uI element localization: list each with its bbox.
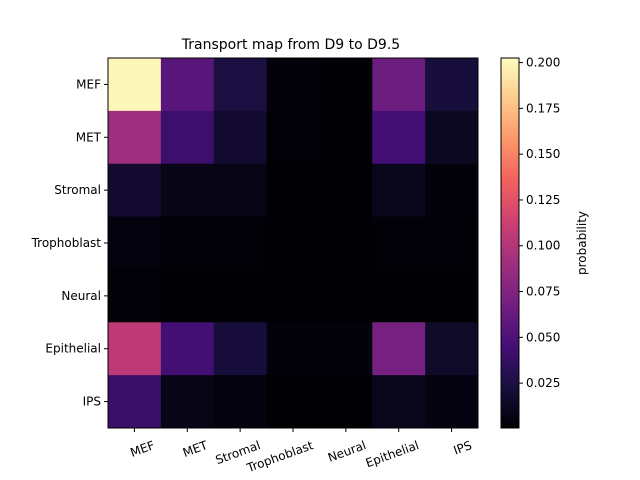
- colorbar-tick-label: 0.025: [526, 376, 560, 390]
- heatmap-cell: [319, 110, 373, 165]
- heatmap-cell: [160, 375, 215, 429]
- y-tick-label: Neural: [61, 289, 101, 303]
- heatmap-cell: [425, 269, 479, 323]
- heatmap-cell: [160, 163, 215, 218]
- colorbar: [500, 57, 520, 429]
- x-tick-label: MET: [181, 438, 210, 460]
- y-tick-label: Epithelial: [45, 342, 101, 356]
- heatmap-cell: [372, 216, 426, 270]
- heatmap-cell: [372, 163, 426, 218]
- y-tick-label: MET: [76, 130, 102, 144]
- heatmap-cell: [108, 269, 162, 323]
- heatmap-cell: [319, 216, 373, 270]
- y-tick-label: IPS: [83, 395, 101, 409]
- colorbar-tick-label: 0.100: [526, 239, 560, 253]
- heatmap-cell: [266, 375, 320, 429]
- colorbar-tick-label: 0.125: [526, 193, 560, 207]
- colorbar-label: probability: [575, 211, 589, 275]
- heatmap-cell: [425, 216, 479, 270]
- y-tick-label: MEF: [76, 77, 101, 91]
- heatmap-cell: [213, 163, 268, 218]
- heatmap-cell: [319, 322, 373, 376]
- heatmap-cell: [213, 216, 268, 270]
- x-tick-label: Epithelial: [364, 438, 421, 470]
- heatmap-cell: [213, 322, 268, 376]
- heatmap-cell: [213, 110, 268, 165]
- heatmap-cell: [425, 58, 479, 112]
- heatmap-cell: [213, 269, 268, 323]
- colorbar-tick-label: 0.150: [526, 147, 560, 161]
- colorbar-ticks: 0.025 0.050 0.075 0.100 0.125 0.150 0.175 0.200: [519, 56, 560, 390]
- heatmap-cell: [266, 216, 320, 270]
- heatmap-cell: [213, 58, 268, 112]
- heatmap-cell: [266, 110, 320, 165]
- heatmap-cell: [213, 375, 268, 429]
- colorbar-tick-label: 0.050: [526, 330, 560, 344]
- colorbar-tick-label: 0.075: [526, 285, 560, 299]
- heatmap-cell: [372, 322, 426, 376]
- heatmap-cell: [108, 163, 162, 218]
- heatmap-cell: [319, 269, 373, 323]
- heatmap-cell: [160, 322, 215, 376]
- y-tick-label: Trophoblast: [31, 236, 102, 250]
- x-tick-label: MEF: [128, 438, 156, 460]
- heatmap-cell: [160, 269, 215, 323]
- chart-title: Transport map from D9 to D9.5: [181, 37, 400, 53]
- heatmap-cell: [266, 163, 320, 218]
- x-tick-label: Neural: [326, 438, 368, 465]
- heatmap-cell: [160, 58, 215, 112]
- heatmap-cell: [319, 375, 373, 429]
- heatmap-cell: [108, 58, 162, 112]
- heatmap-cell: [160, 110, 215, 165]
- heatmap-cell: [108, 216, 162, 270]
- colorbar-tick-label: 0.200: [526, 56, 560, 70]
- heatmap-cell: [372, 58, 426, 112]
- heatmap-cell: [372, 110, 426, 165]
- heatmap-cell: [372, 269, 426, 323]
- y-axis: MEF MET Stromal Trophoblast Neural Epithelial…: [31, 77, 108, 409]
- heatmap-cell: [425, 322, 479, 376]
- heatmap-cell: [108, 110, 162, 165]
- colorbar-tick-label: 0.175: [526, 101, 560, 115]
- heatmap-cells: [108, 58, 479, 429]
- heatmap-cell: [160, 216, 215, 270]
- heatmap-cell: [108, 322, 162, 376]
- heatmap-cell: [108, 375, 162, 429]
- heatmap-cell: [266, 58, 320, 112]
- heatmap-cell: [266, 269, 320, 323]
- heatmap-cell: [266, 322, 320, 376]
- y-tick-label: Stromal: [54, 183, 101, 197]
- heatmap-cell: [319, 58, 373, 112]
- heatmap-cell: [425, 110, 479, 165]
- x-tick-label: IPS: [452, 438, 474, 457]
- heatmap-cell: [372, 375, 426, 429]
- heatmap-cell: [425, 375, 479, 429]
- heatmap-cell: [319, 163, 373, 218]
- heatmap-cell: [425, 163, 479, 218]
